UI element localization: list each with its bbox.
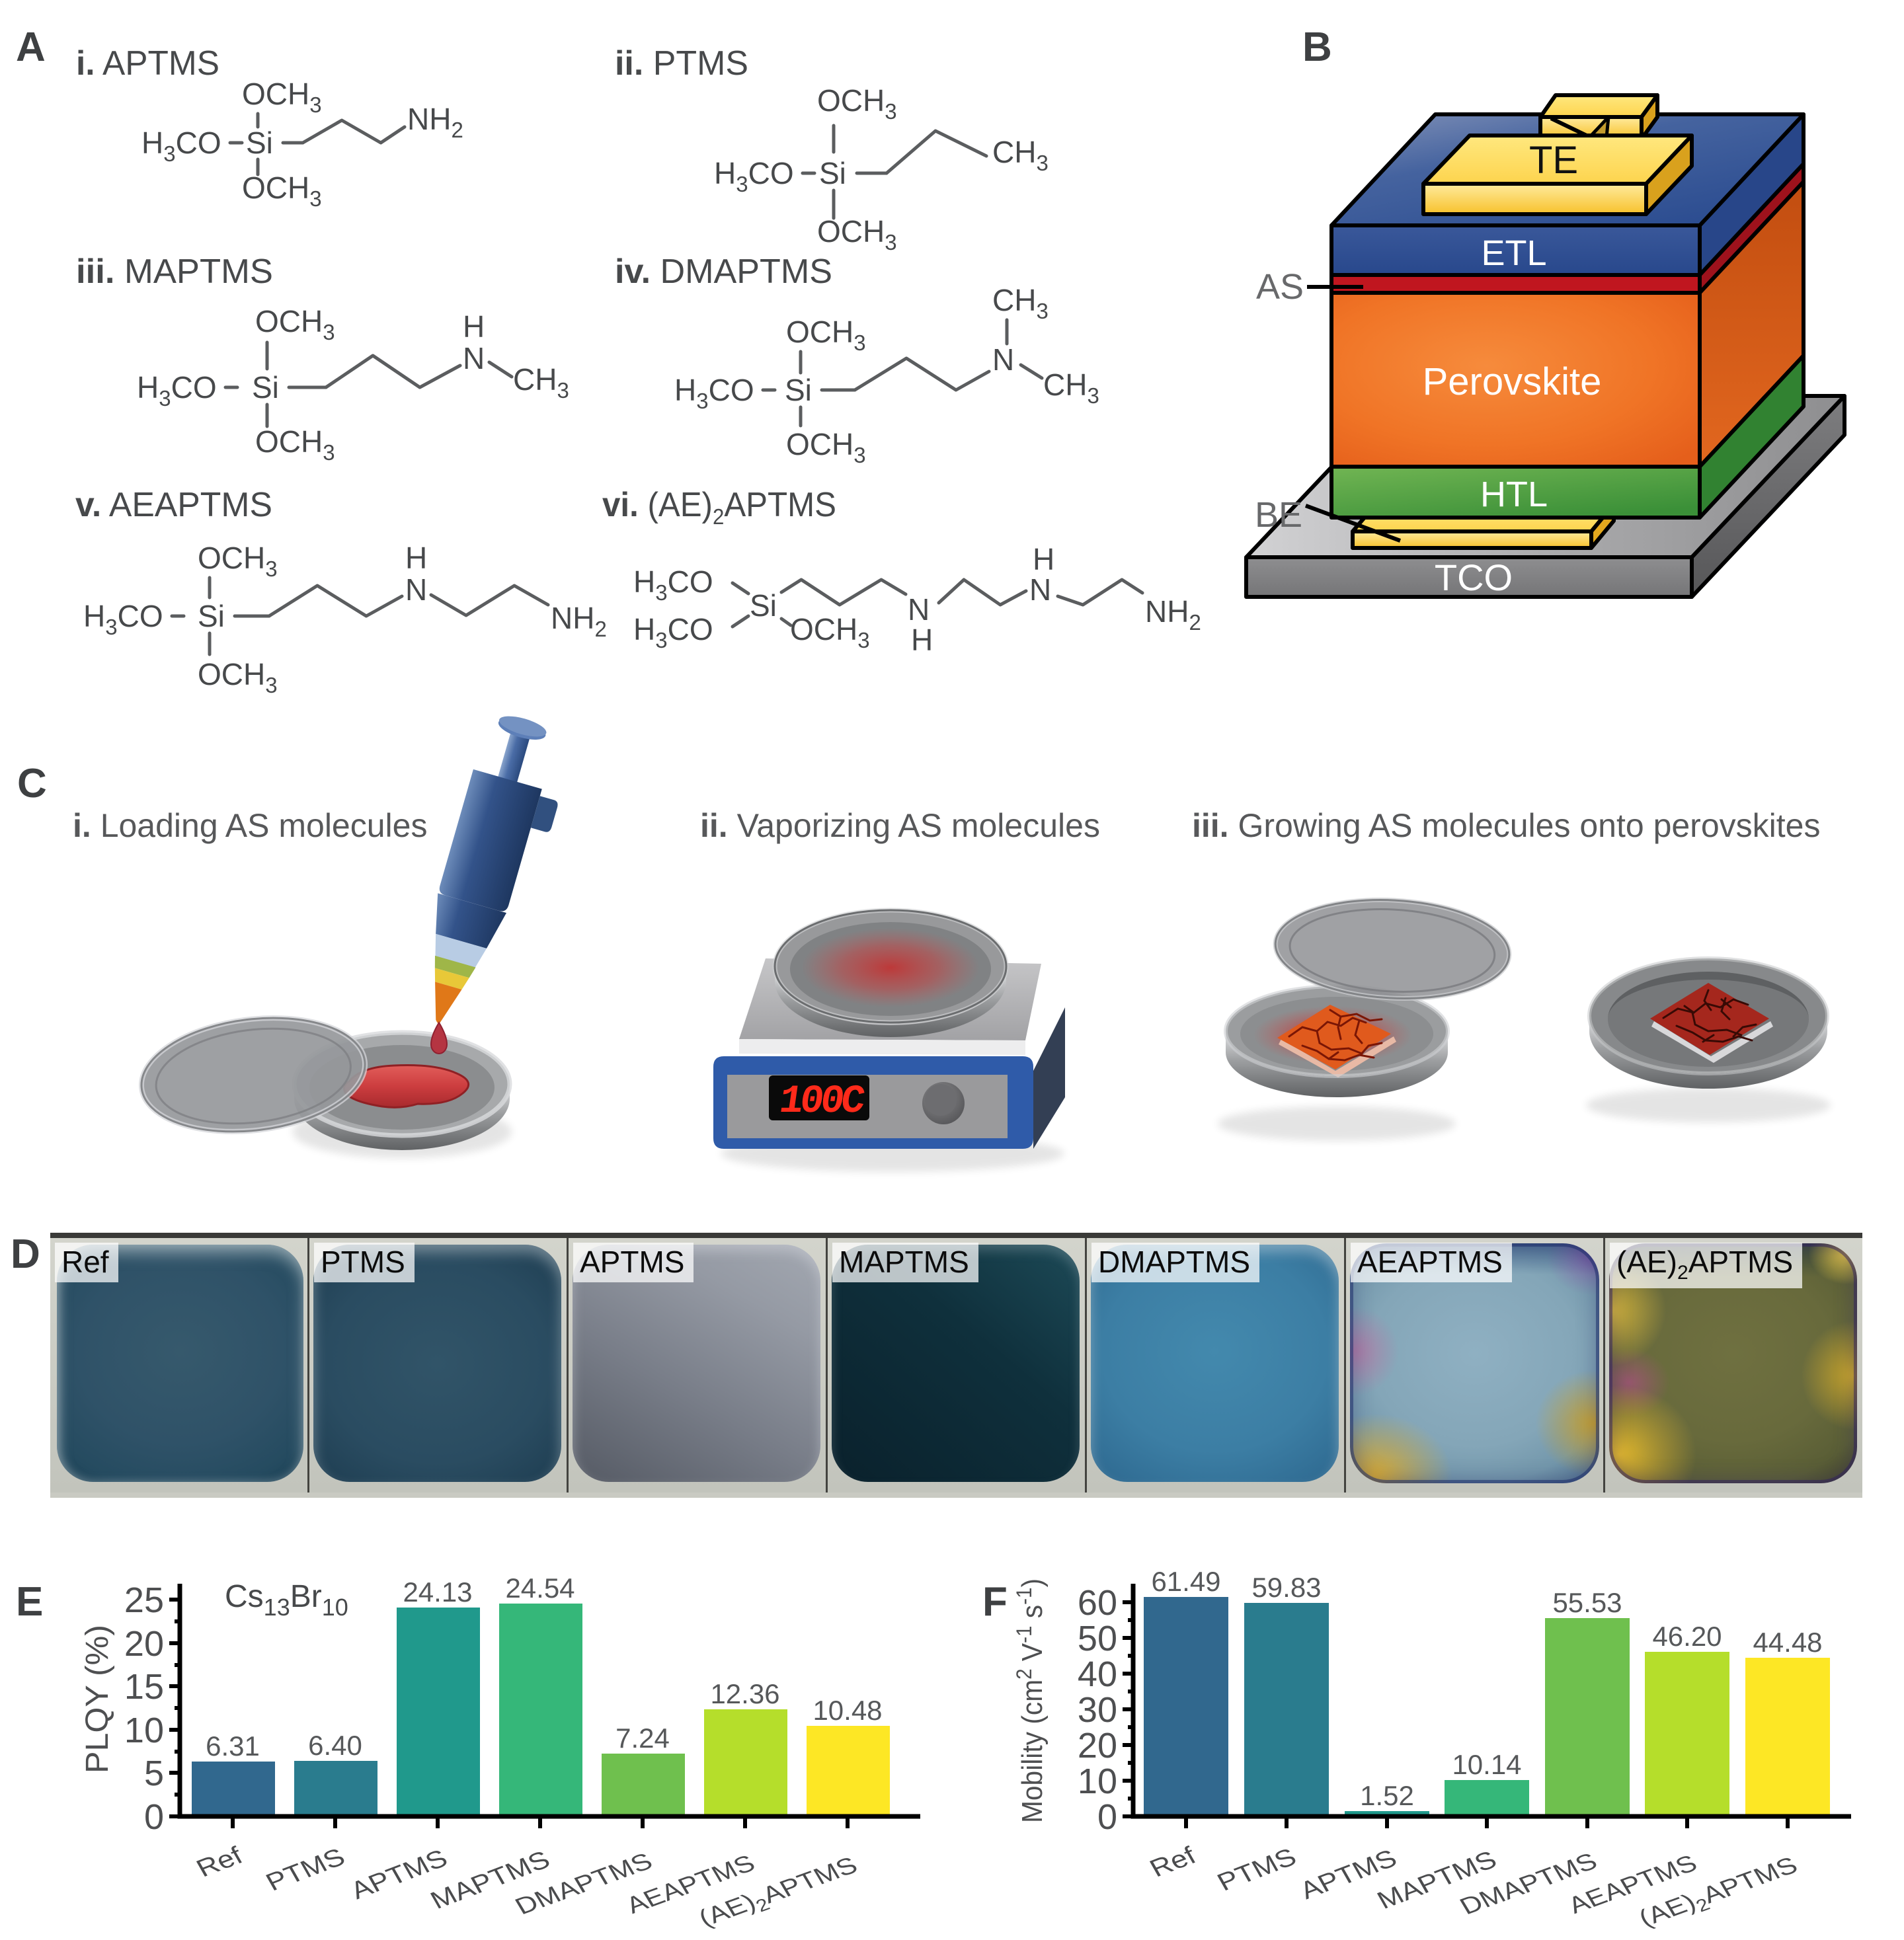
svg-text:N: N	[992, 342, 1014, 377]
svg-text:vi. (AE)2APTMS: vi. (AE)2APTMS	[602, 486, 836, 529]
svg-text:N: N	[463, 341, 485, 375]
svg-text:A: A	[16, 24, 46, 70]
svg-text:H: H	[405, 541, 427, 575]
svg-text:Si: Si	[819, 156, 846, 190]
svg-text:NH2: NH2	[551, 601, 607, 641]
svg-text:B: B	[1302, 24, 1332, 70]
svg-text:Si: Si	[750, 588, 777, 623]
svg-text:OCH3: OCH3	[198, 541, 278, 581]
svg-text:H3CO: H3CO	[714, 156, 794, 196]
svg-text:v. AEAPTMS: v. AEAPTMS	[75, 486, 272, 524]
svg-text:H3CO: H3CO	[633, 564, 713, 605]
svg-text:N: N	[908, 592, 930, 627]
svg-text:iv. DMAPTMS: iv. DMAPTMS	[615, 252, 832, 291]
svg-text:H3CO: H3CO	[633, 612, 713, 652]
svg-text:N: N	[1029, 572, 1051, 607]
svg-text:NH2: NH2	[407, 102, 463, 142]
svg-text:CH3: CH3	[1043, 368, 1099, 408]
svg-text:i. APTMS: i. APTMS	[76, 44, 219, 83]
svg-text:OCH3: OCH3	[242, 77, 322, 117]
svg-text:H: H	[463, 309, 485, 344]
svg-text:BE: BE	[1255, 495, 1302, 535]
svg-text:TCO: TCO	[1435, 557, 1513, 598]
svg-text:NH2: NH2	[1145, 594, 1201, 635]
svg-text:CH3: CH3	[992, 135, 1049, 175]
svg-text:H: H	[1033, 542, 1054, 576]
svg-text:HTL: HTL	[1480, 475, 1548, 514]
svg-text:AS: AS	[1256, 267, 1304, 307]
svg-text:CH3: CH3	[513, 362, 569, 403]
svg-text:OCH3: OCH3	[198, 657, 278, 697]
svg-text:N: N	[405, 572, 427, 607]
svg-text:Si: Si	[785, 373, 812, 407]
svg-text:H3CO: H3CO	[83, 599, 163, 639]
svg-text:iii. Growing AS molecules onto: iii. Growing AS molecules onto perovskit…	[1192, 807, 1820, 844]
svg-text:D: D	[11, 1231, 40, 1277]
svg-text:H: H	[911, 623, 933, 657]
svg-text:H3CO: H3CO	[137, 370, 217, 410]
svg-text:Si: Si	[246, 126, 273, 160]
svg-text:H3CO: H3CO	[674, 373, 754, 413]
svg-text:E: E	[16, 1579, 43, 1625]
svg-text:OCH3: OCH3	[790, 612, 870, 652]
svg-text:Perovskite: Perovskite	[1423, 360, 1602, 403]
svg-text:OCH3: OCH3	[817, 83, 897, 124]
svg-text:OCH3: OCH3	[242, 171, 322, 211]
svg-text:i. Loading AS molecules: i. Loading AS molecules	[73, 807, 427, 844]
svg-text:OCH3: OCH3	[255, 424, 335, 465]
svg-text:OCH3: OCH3	[255, 304, 335, 344]
svg-text:CH3: CH3	[992, 283, 1049, 323]
svg-text:ETL: ETL	[1481, 233, 1546, 273]
svg-text:OCH3: OCH3	[786, 315, 866, 355]
svg-text:ii. PTMS: ii. PTMS	[615, 44, 748, 83]
svg-text:100C: 100C	[776, 1079, 867, 1124]
svg-text:H3CO: H3CO	[141, 126, 221, 166]
svg-text:Si: Si	[198, 599, 225, 633]
svg-text:C: C	[17, 761, 47, 806]
svg-text:OCH3: OCH3	[817, 214, 897, 254]
svg-text:F: F	[982, 1579, 1008, 1625]
svg-text:Si: Si	[252, 370, 279, 405]
svg-text:OCH3: OCH3	[786, 427, 866, 467]
svg-text:TE: TE	[1529, 139, 1578, 182]
svg-text:ii. Vaporizing AS molecules: ii. Vaporizing AS molecules	[700, 807, 1100, 844]
svg-text:iii. MAPTMS: iii. MAPTMS	[76, 252, 273, 291]
